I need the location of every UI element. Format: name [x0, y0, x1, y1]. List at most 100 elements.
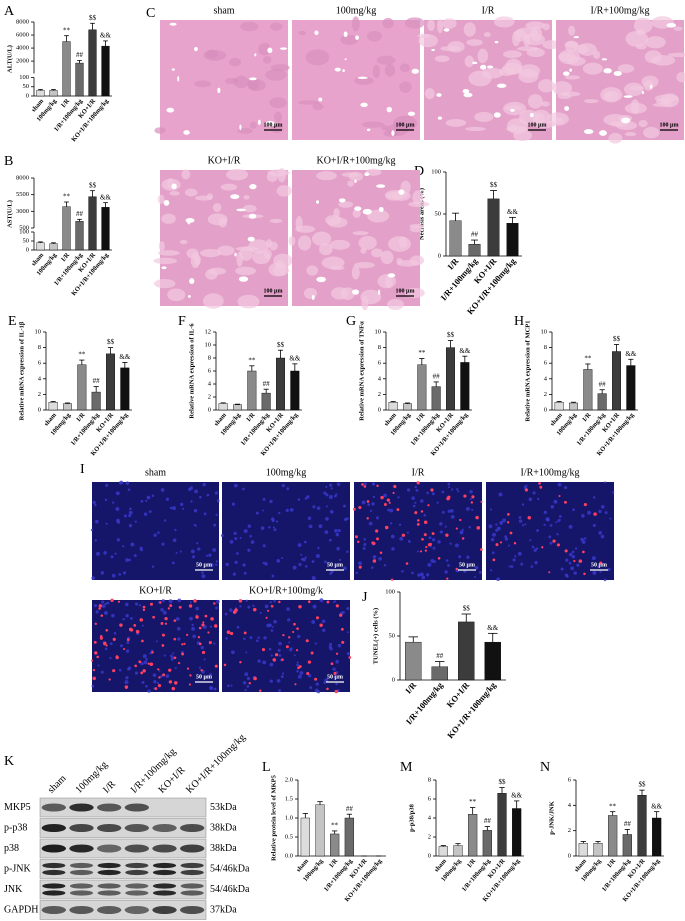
- nucleus: [247, 605, 251, 609]
- tunel-dot: [105, 628, 109, 632]
- tunel-dot: [380, 495, 384, 500]
- nucleus: [499, 520, 504, 525]
- texture: [643, 126, 660, 139]
- band: [69, 803, 94, 812]
- nucleus: [333, 494, 337, 498]
- nucleus: [122, 545, 125, 548]
- texture: [396, 258, 403, 264]
- band: [69, 824, 94, 832]
- tunel-dot: [307, 600, 311, 604]
- tunel-dot: [129, 628, 134, 632]
- tunel-dot: [424, 549, 427, 552]
- y-tick-label: 0: [38, 406, 41, 413]
- nucleus: [280, 675, 284, 679]
- tunel-dot: [539, 485, 543, 489]
- nucleus: [269, 679, 273, 683]
- nucleus: [598, 531, 603, 535]
- tunel-dot: [125, 686, 128, 689]
- tunel-dot: [552, 539, 556, 543]
- tunel-dot: [285, 645, 289, 649]
- x-tick-label: KO+I/R: [444, 679, 471, 709]
- tunel-dot: [431, 532, 435, 536]
- y-tick-label: 6: [208, 367, 212, 374]
- nucleus: [182, 507, 185, 510]
- tunel-dot: [151, 651, 154, 654]
- texture: [676, 72, 685, 83]
- nucleus: [179, 502, 184, 507]
- tunel-dot: [181, 652, 185, 656]
- vessel: [185, 218, 195, 223]
- size-label: 38kDa: [210, 822, 237, 833]
- bar: [453, 845, 463, 857]
- band: [125, 862, 149, 869]
- nucleus: [106, 601, 110, 605]
- tunel-dot: [463, 494, 467, 498]
- nucleus: [250, 540, 255, 544]
- texture: [466, 39, 483, 46]
- nucleus: [216, 599, 220, 604]
- tunel-dot: [326, 600, 330, 604]
- nucleus: [355, 571, 359, 575]
- bar: [63, 403, 73, 411]
- band: [42, 890, 66, 896]
- nucleus: [587, 510, 592, 515]
- nucleus: [162, 610, 167, 615]
- bar: [637, 795, 647, 857]
- texture: [161, 213, 176, 224]
- nucleus: [262, 660, 267, 665]
- nucleus: [229, 608, 233, 612]
- tunel-dot: [161, 633, 165, 637]
- tunel-dot: [168, 668, 172, 672]
- tunel-dot: [98, 604, 103, 608]
- texture: [295, 225, 316, 233]
- nucleus: [231, 502, 236, 506]
- texture: [321, 256, 345, 270]
- band: [125, 869, 149, 876]
- nucleus: [523, 485, 528, 490]
- nucleus: [317, 546, 320, 550]
- image-label: KO+I/R: [139, 585, 172, 596]
- vessel: [354, 179, 357, 184]
- texture: [445, 118, 467, 127]
- image-label: KO+I/R: [208, 155, 241, 166]
- nucleus: [236, 552, 239, 555]
- tunel-dot: [292, 630, 295, 634]
- vessel: [187, 294, 191, 298]
- vessel: [366, 128, 371, 132]
- nucleus: [592, 570, 597, 575]
- significance-mark: $$: [277, 341, 285, 349]
- y-tick-label: 4: [378, 375, 382, 382]
- tunel-dot: [112, 637, 116, 641]
- nucleus: [549, 524, 553, 527]
- protein-label: p38: [4, 843, 19, 854]
- tunel-dot: [339, 613, 343, 617]
- nucleus: [119, 482, 122, 485]
- nucleus: [226, 684, 230, 688]
- y-tick-label: 0: [392, 676, 395, 683]
- nucleus: [387, 508, 391, 512]
- nucleus: [230, 684, 233, 687]
- tunel-dot: [294, 683, 297, 686]
- nucleus: [232, 572, 237, 576]
- nucleus: [247, 524, 252, 528]
- nucleus: [209, 686, 213, 690]
- nucleus: [96, 551, 101, 556]
- tunel-dot: [160, 621, 164, 625]
- micrograph: 100 μm: [417, 16, 560, 142]
- vessel: [480, 64, 487, 70]
- vessel: [613, 70, 622, 76]
- tunel-dot: [147, 662, 150, 665]
- texture: [348, 171, 364, 182]
- x-tick-label: I/R: [60, 252, 71, 264]
- nucleus: [498, 492, 503, 497]
- texture: [288, 236, 296, 246]
- texture: [386, 298, 404, 310]
- nucleus: [160, 608, 164, 612]
- bar: [77, 364, 87, 411]
- nucleus: [428, 536, 432, 540]
- texture: [249, 121, 257, 129]
- y-tick-label: 0: [438, 252, 441, 259]
- nucleus: [189, 486, 194, 490]
- nucleus: [213, 523, 217, 527]
- nucleus: [426, 491, 430, 495]
